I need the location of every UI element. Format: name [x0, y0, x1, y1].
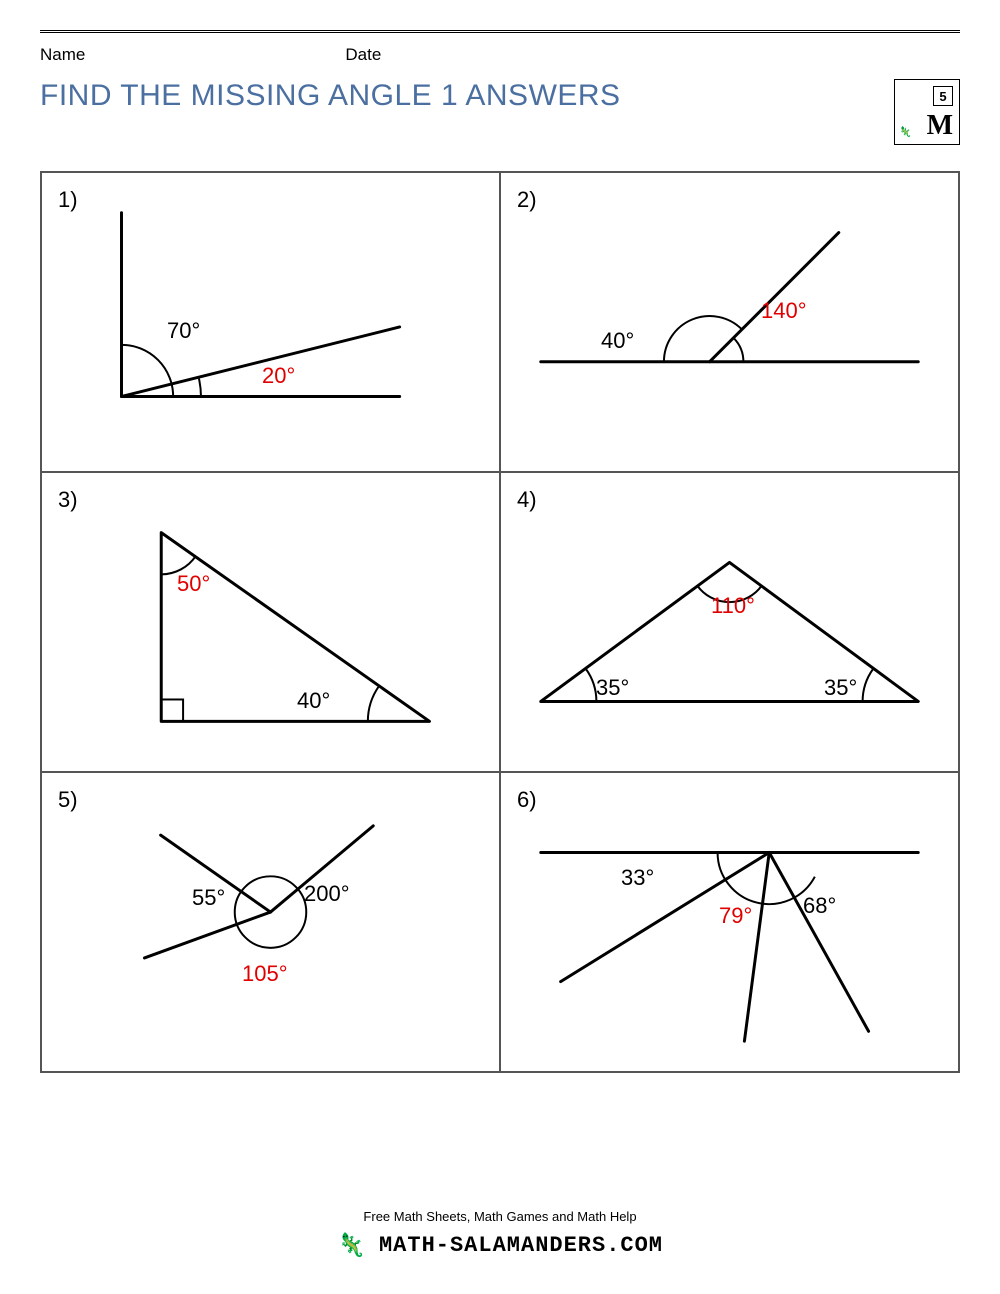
- angle-label: 110°: [711, 593, 755, 619]
- angle-label: 140°: [761, 298, 807, 324]
- angle-label: 105°: [242, 961, 288, 987]
- angle-label: 200°: [304, 881, 350, 907]
- svg-text:🦎: 🦎: [337, 1232, 366, 1260]
- diagram: [42, 473, 499, 771]
- problem-cell: 5)55°200°105°: [41, 772, 500, 1072]
- title-row: FIND THE MISSING ANGLE 1 ANSWERS 🦎 M 5: [40, 79, 960, 145]
- angle-label: 40°: [601, 328, 634, 354]
- problem-cell: 1)70°20°: [41, 172, 500, 472]
- diagram: [501, 173, 958, 471]
- angle-label: 40°: [297, 688, 330, 714]
- footer-brand-text: MATH-SALAMANDERS.COM: [379, 1233, 663, 1258]
- problem-grid: 1)70°20°2)40°140°3)50°40°4)110°35°35°5)5…: [40, 171, 960, 1073]
- page-title: FIND THE MISSING ANGLE 1 ANSWERS: [40, 79, 621, 113]
- name-label: Name: [40, 45, 85, 65]
- angle-label: 68°: [803, 893, 836, 919]
- angle-label: 79°: [719, 903, 752, 929]
- angle-label: 50°: [177, 571, 210, 597]
- angle-label: 35°: [824, 675, 857, 701]
- top-rule: [40, 30, 960, 35]
- angle-label: 33°: [621, 865, 654, 891]
- problem-cell: 4)110°35°35°: [500, 472, 959, 772]
- footer-brand: 🦎 MATH-SALAMANDERS.COM: [337, 1226, 663, 1264]
- angle-label: 35°: [596, 675, 629, 701]
- logo-m-icon: M: [927, 110, 953, 142]
- diagram: [42, 773, 499, 1071]
- angle-label: 20°: [262, 363, 295, 389]
- worksheet-page: Name Date FIND THE MISSING ANGLE 1 ANSWE…: [0, 0, 1000, 1294]
- salamander-icon: 🦎: [899, 127, 911, 138]
- diagram: [42, 173, 499, 471]
- footer: Free Math Sheets, Math Games and Math He…: [0, 1209, 1000, 1264]
- diagram: [501, 473, 958, 771]
- grade-number: 5: [933, 86, 953, 106]
- grade-badge: 🦎 M 5: [894, 79, 960, 145]
- problem-cell: 6)33°79°68°: [500, 772, 959, 1072]
- angle-label: 70°: [167, 318, 200, 344]
- problem-cell: 3)50°40°: [41, 472, 500, 772]
- problem-cell: 2)40°140°: [500, 172, 959, 472]
- date-label: Date: [345, 45, 381, 65]
- header-row: Name Date: [40, 45, 960, 65]
- footer-salamander-icon: 🦎: [337, 1226, 375, 1264]
- angle-label: 55°: [192, 885, 225, 911]
- footer-tagline: Free Math Sheets, Math Games and Math He…: [363, 1209, 636, 1224]
